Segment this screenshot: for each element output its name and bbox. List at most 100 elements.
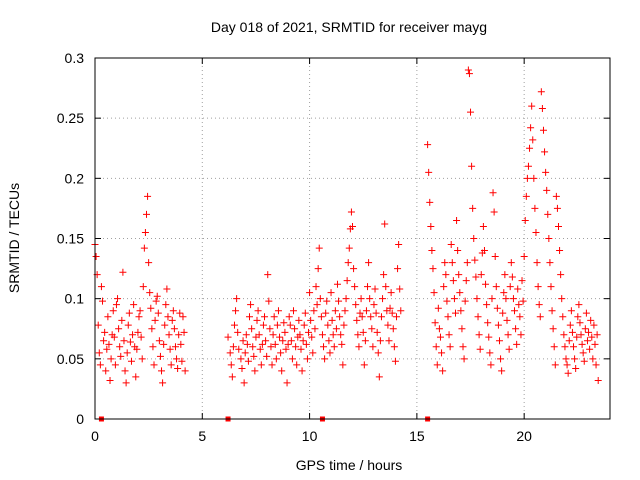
data-point: [115, 325, 123, 333]
data-point: [121, 367, 129, 375]
data-points: [91, 66, 602, 387]
data-point: [314, 265, 322, 273]
data-point: [265, 297, 273, 305]
data-point: [566, 321, 574, 329]
data-point: [572, 364, 580, 372]
data-point: [289, 307, 297, 315]
data-point: [160, 340, 168, 348]
data-point: [248, 325, 256, 333]
data-point: [489, 189, 497, 197]
data-point: [515, 301, 523, 309]
data-point: [424, 141, 432, 149]
data-point: [278, 367, 286, 375]
data-point: [523, 174, 531, 182]
data-point: [527, 124, 535, 132]
data-point: [567, 307, 575, 315]
data-point: [110, 333, 118, 341]
data-point: [322, 309, 330, 317]
data-point: [109, 307, 117, 315]
data-point: [242, 331, 250, 339]
data-point: [593, 331, 601, 339]
data-point: [555, 222, 562, 230]
data-point: [359, 328, 367, 336]
data-point: [526, 144, 534, 152]
data-point: [507, 259, 515, 267]
data-point: [369, 343, 377, 351]
data-point: [303, 355, 311, 363]
data-point: [464, 66, 472, 74]
data-point: [296, 331, 304, 339]
data-point: [323, 297, 331, 305]
data-point: [467, 108, 475, 116]
data-point: [95, 349, 103, 357]
data-point: [521, 216, 529, 224]
data-point: [127, 357, 135, 365]
data-point: [477, 271, 485, 279]
data-point: [135, 313, 143, 321]
data-point: [512, 325, 520, 333]
data-point: [370, 301, 378, 309]
data-point: [331, 307, 339, 315]
data-point: [430, 289, 438, 297]
data-point: [284, 340, 292, 348]
data-point: [354, 331, 362, 339]
data-point: [547, 283, 555, 291]
data-point: [318, 331, 326, 339]
x-axis-ticks: 0 5 10 15 20: [91, 58, 532, 444]
data-point: [285, 313, 293, 321]
data-point: [292, 343, 300, 351]
data-point: [460, 355, 468, 363]
data-point: [307, 316, 315, 324]
data-point: [266, 325, 274, 333]
data-point: [441, 259, 449, 267]
data-point: [579, 349, 587, 357]
data-point: [552, 192, 560, 200]
data-point: [360, 361, 368, 369]
data-point: [533, 259, 541, 267]
data-point: [327, 289, 335, 297]
data-point: [246, 313, 253, 321]
data-point: [544, 210, 552, 218]
data-point: [353, 316, 361, 324]
data-point: [271, 340, 279, 348]
data-point: [335, 297, 343, 305]
data-point: [162, 301, 170, 309]
data-point: [511, 307, 519, 315]
data-point: [433, 361, 441, 369]
data-point: [459, 343, 467, 351]
data-point: [140, 244, 148, 252]
data-point: [114, 295, 122, 303]
data-point: [136, 307, 144, 315]
y-tick-label: 0.25: [57, 110, 84, 126]
data-point: [564, 369, 572, 377]
data-point: [468, 162, 476, 170]
data-point: [445, 331, 453, 339]
x-tick-label: 20: [516, 428, 532, 444]
data-point: [321, 355, 329, 363]
data-point: [299, 337, 307, 345]
data-point: [259, 321, 267, 329]
data-point: [269, 331, 277, 339]
data-point: [134, 328, 142, 336]
data-point: [435, 325, 443, 333]
data-point: [485, 333, 493, 341]
data-point: [482, 280, 490, 288]
data-point: [528, 102, 536, 110]
data-point: [158, 367, 166, 375]
data-point: [495, 337, 503, 345]
data-point: [168, 316, 176, 324]
data-point: [106, 376, 114, 384]
data-point: [565, 337, 573, 345]
data-point: [281, 328, 289, 336]
data-point: [376, 337, 384, 345]
data-point: [153, 292, 161, 300]
data-point: [170, 325, 178, 333]
data-point: [576, 319, 584, 327]
data-point: [241, 349, 249, 357]
y-tick-label: 0.3: [65, 50, 85, 66]
data-point: [465, 70, 473, 78]
data-point: [509, 295, 517, 303]
data-point: [179, 313, 187, 321]
x-axis-title: GPS time / hours: [296, 457, 403, 473]
data-point: [96, 361, 104, 369]
